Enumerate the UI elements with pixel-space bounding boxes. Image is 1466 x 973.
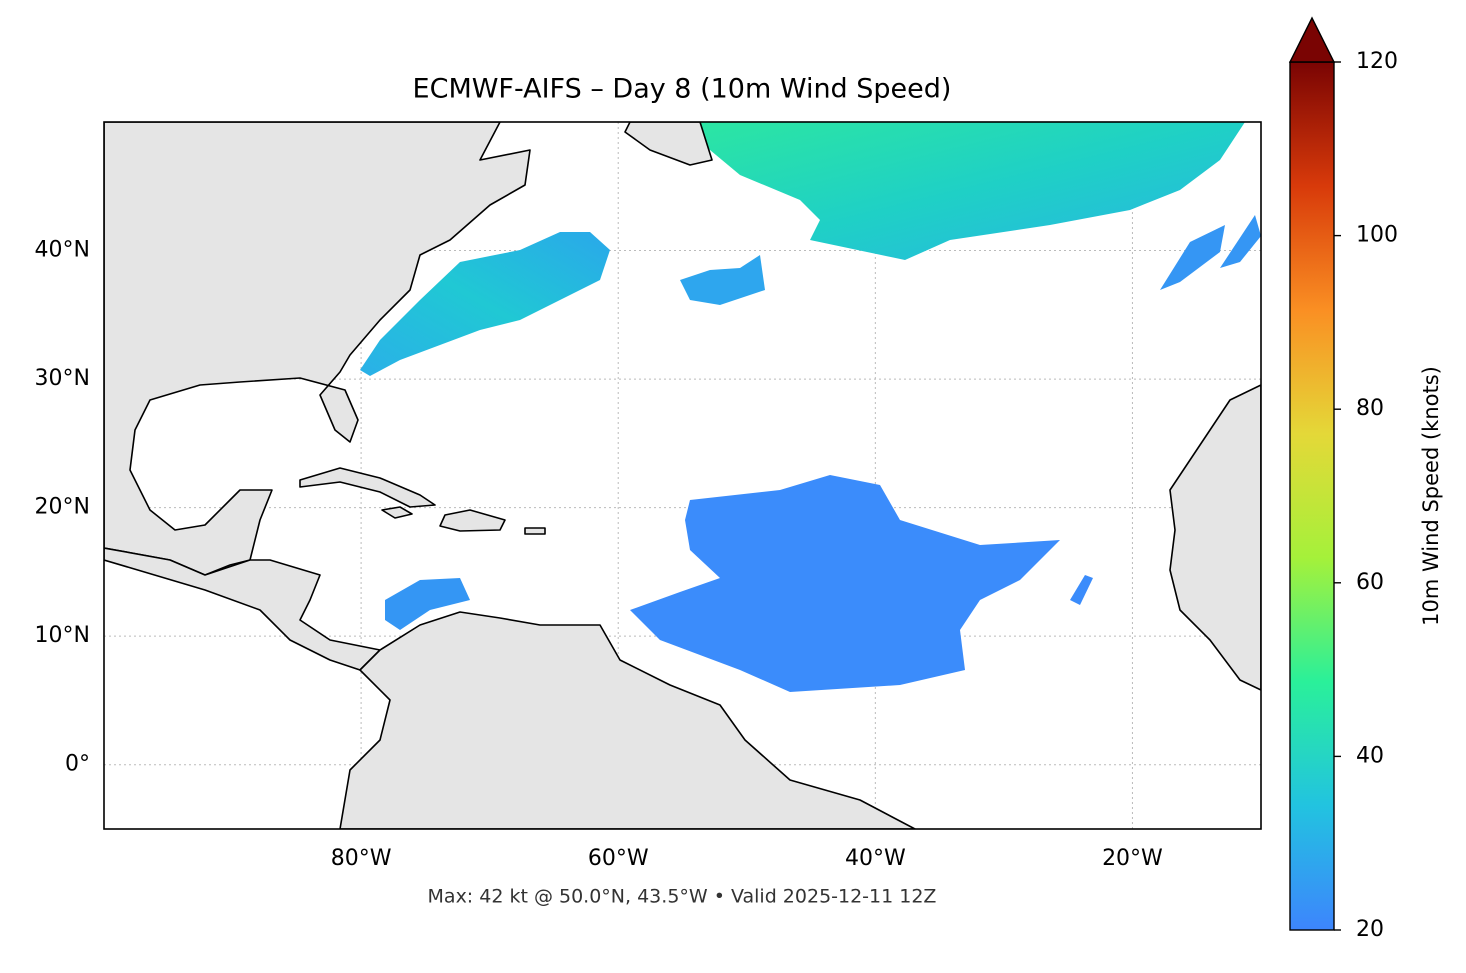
wind-area [680, 255, 765, 305]
colorbar: 10m Wind Speed (knots) 20 40 60 80 100 120 [1288, 16, 1443, 942]
colorbar-tick-label: 100 [1356, 223, 1398, 248]
jamaica [381, 506, 413, 519]
wind-area [1070, 575, 1093, 605]
wind-area [1220, 215, 1261, 268]
south-america [339, 611, 916, 829]
colorbar-extend-arrow [1288, 16, 1336, 63]
y-tick-label: 30°N [35, 366, 90, 391]
wind-area [1160, 225, 1225, 290]
y-tick-label: 40°N [35, 238, 90, 263]
map-area [104, 122, 1261, 829]
caption: Max: 42 kt @ 50.0°N, 43.5°W • Valid 2025… [428, 886, 937, 908]
map-title: ECMWF-AIFS – Day 8 (10m Wind Speed) [413, 74, 952, 105]
map-frame [103, 121, 1262, 830]
colorbar-tick-label: 60 [1356, 570, 1384, 595]
hispaniola [439, 509, 506, 532]
wind-area [690, 122, 1245, 260]
africa [1169, 384, 1261, 691]
x-tick-label: 20°W [1102, 846, 1163, 871]
cuba [299, 467, 436, 508]
colorbar-bar [1289, 61, 1335, 931]
wind-field [360, 122, 1261, 692]
colorbar-tick-label: 120 [1356, 49, 1398, 74]
coastlines [104, 122, 1261, 829]
colorbar-label: 10m Wind Speed (knots) [1419, 366, 1443, 626]
newfoundland [624, 122, 713, 166]
colorbar-tick-label: 80 [1356, 396, 1384, 421]
puerto-rico [524, 527, 546, 535]
wind-area [385, 578, 470, 630]
colorbar-tick-label: 40 [1356, 743, 1384, 768]
x-tick-label: 60°W [588, 846, 649, 871]
axes: 80°W 60°W 40°W 20°W 0° 10°N 20°N 30°N 40°N [35, 238, 1164, 871]
x-tick-label: 80°W [331, 846, 392, 871]
colorbar-tick-label: 20 [1356, 917, 1384, 942]
wind-area [630, 475, 1060, 692]
y-tick-label: 20°N [35, 495, 90, 520]
wind-area [360, 232, 610, 376]
y-tick-label: 10°N [35, 623, 90, 648]
x-tick-label: 40°W [845, 846, 906, 871]
north-america [104, 122, 531, 576]
y-tick-label: 0° [65, 752, 90, 777]
central-america [104, 547, 381, 671]
